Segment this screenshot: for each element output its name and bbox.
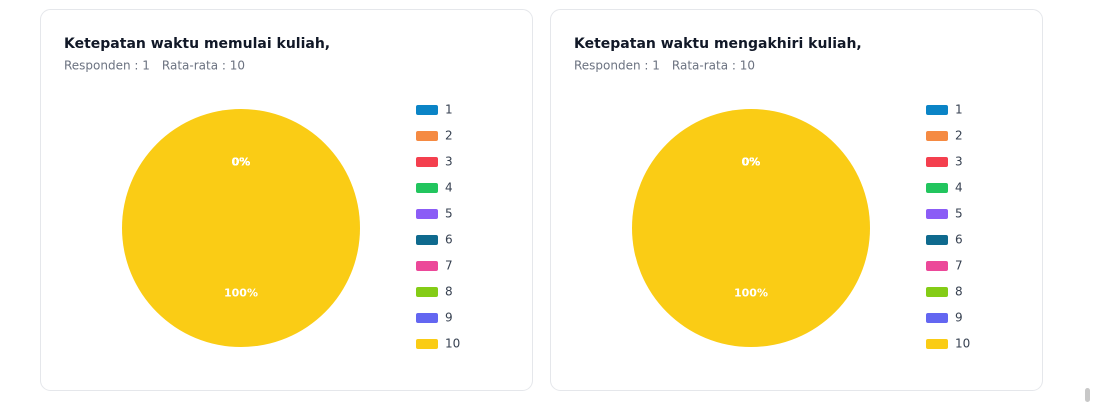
slice-label: 0% [232, 156, 251, 169]
legend-swatch [416, 313, 438, 323]
card-subtitle: Rata-rata : 10 [672, 59, 755, 73]
legend-label: 4 [445, 181, 453, 195]
scrollbar [1085, 388, 1090, 402]
card-title: Ketepatan waktu memulai kuliah, [64, 36, 330, 52]
legend-swatch [926, 287, 948, 297]
legend-label: 1 [955, 103, 963, 117]
card-subtitle: Responden : 1 [64, 59, 150, 73]
slice-label: 0% [232, 156, 251, 169]
legend-swatch [416, 131, 438, 141]
slice-label: 0% [742, 156, 761, 169]
slice-label: 0% [232, 156, 251, 169]
slice-label: 0% [742, 156, 761, 169]
legend-swatch [416, 261, 438, 271]
legend-label: 10 [955, 337, 970, 351]
slice-label: 0% [742, 156, 761, 169]
legend-swatch [926, 105, 948, 115]
slice-label: 0% [742, 156, 761, 169]
slice-label: 0% [742, 156, 761, 169]
slice-label: 0% [232, 156, 251, 169]
slice-label: 100% [734, 286, 768, 299]
legend-label: 2 [445, 129, 453, 143]
legend-swatch [416, 235, 438, 245]
legend-label: 7 [445, 259, 453, 273]
card-subtitle: Responden : 1 [574, 59, 660, 73]
pie-slice [122, 109, 360, 347]
slice-label: 0% [742, 156, 761, 169]
legend-swatch [926, 235, 948, 245]
slice-label: 0% [232, 156, 251, 169]
legend-label: 6 [955, 233, 963, 247]
legend-label: 3 [445, 155, 453, 169]
legend-swatch [926, 261, 948, 271]
slice-label: 0% [232, 156, 251, 169]
legend-swatch [926, 339, 948, 349]
legend-label: 7 [955, 259, 963, 273]
legend-label: 2 [955, 129, 963, 143]
legend-label: 9 [955, 311, 963, 325]
legend-label: 6 [445, 233, 453, 247]
slice-label: 0% [232, 156, 251, 169]
card-title: Ketepatan waktu mengakhiri kuliah, [574, 36, 862, 52]
legend-swatch [416, 105, 438, 115]
legend-label: 8 [445, 285, 453, 299]
legend-swatch [416, 157, 438, 167]
slice-label: 0% [742, 156, 761, 169]
slice-label: 100% [224, 286, 258, 299]
legend-swatch [416, 209, 438, 219]
legend-swatch [926, 313, 948, 323]
legend-label: 9 [445, 311, 453, 325]
slice-label: 0% [742, 156, 761, 169]
legend-swatch [926, 157, 948, 167]
card-subtitle: Rata-rata : 10 [162, 59, 245, 73]
slice-label: 0% [232, 156, 251, 169]
legend-swatch [416, 339, 438, 349]
legend-label: 1 [445, 103, 453, 117]
legend-label: 5 [445, 207, 453, 221]
legend-swatch [926, 209, 948, 219]
legend-label: 4 [955, 181, 963, 195]
legend-label: 8 [955, 285, 963, 299]
legend-label: 10 [445, 337, 460, 351]
pie-slice [632, 109, 870, 347]
legend-swatch [416, 183, 438, 193]
slice-label: 0% [232, 156, 251, 169]
legend-label: 3 [955, 155, 963, 169]
legend-swatch [926, 183, 948, 193]
legend-swatch [416, 287, 438, 297]
slice-label: 0% [742, 156, 761, 169]
legend-label: 5 [955, 207, 963, 221]
legend-swatch [926, 131, 948, 141]
